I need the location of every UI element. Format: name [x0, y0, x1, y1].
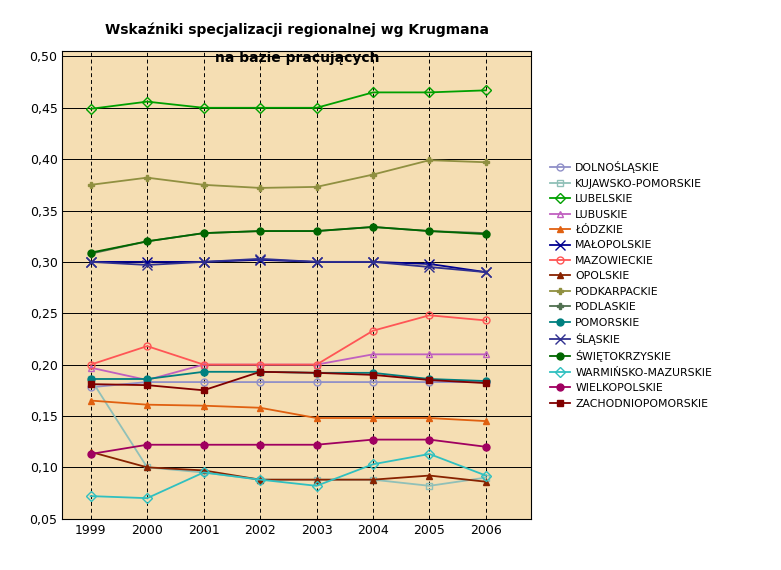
Text: na bazie pracujących: na bazie pracujących [215, 51, 379, 66]
Legend: DOLNOŚLĄSKIE, KUJAWSKO-POMORSKIE, LUBELSKIE, LUBUSKIE, ŁÓDZKIE, MAŁOPOLSKIE, MAZ: DOLNOŚLĄSKIE, KUJAWSKO-POMORSKIE, LUBELS… [548, 159, 715, 411]
Text: Wskaźniki specjalizacji regionalnej wg Krugmana: Wskaźniki specjalizacji regionalnej wg K… [105, 23, 489, 37]
